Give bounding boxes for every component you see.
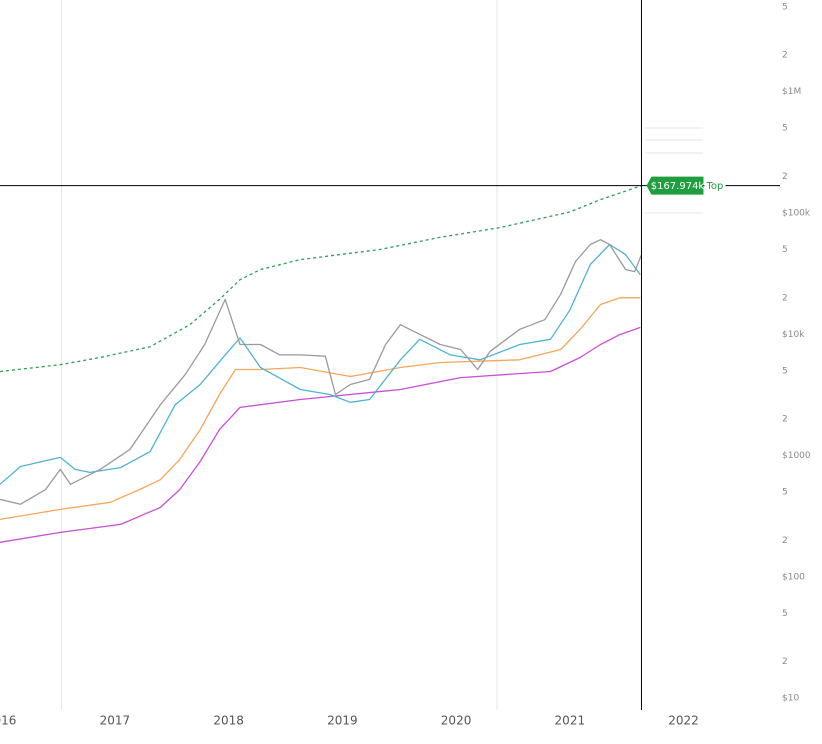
value-badge xyxy=(646,176,704,195)
x-tick-label: 2021 xyxy=(555,714,586,728)
top-label-bg xyxy=(704,178,726,193)
value-badge-label: $167.974k xyxy=(651,181,705,192)
x-tick-label: 2018 xyxy=(213,714,244,728)
y-tick-label: 5 xyxy=(782,366,788,376)
tooltip-ghost-lines xyxy=(645,127,703,214)
y-tick-label: 2 xyxy=(782,293,788,303)
y-tick-label: 5 xyxy=(782,609,788,619)
y-tick-label: 5 xyxy=(782,488,788,498)
y-tick-label: 5 xyxy=(782,124,788,134)
top-label: Top xyxy=(705,181,723,192)
y-tick-label: $10 xyxy=(782,694,799,704)
series-line xyxy=(0,239,643,505)
series-line xyxy=(0,297,641,521)
y-tick-label: $10k xyxy=(782,330,805,340)
x-tick-label: 2017 xyxy=(100,714,131,728)
y-tick-label: $100k xyxy=(782,209,811,219)
y-tick-label: $1000 xyxy=(782,451,811,461)
x-tick-label: 2019 xyxy=(327,714,358,728)
x-tick-label: 2020 xyxy=(441,714,472,728)
x-tick-label: 2016 xyxy=(0,714,16,728)
y-tick-label: 2 xyxy=(782,536,788,546)
y-tick-label: 2 xyxy=(782,51,788,61)
series-line xyxy=(0,185,642,373)
y-tick-label: 5 xyxy=(782,2,788,12)
y-tick-label: 2 xyxy=(782,172,788,182)
y-tick-label: $100 xyxy=(782,572,805,582)
series-line xyxy=(0,243,641,485)
y-tick-label: 2 xyxy=(782,415,788,425)
y-tick-label: 5 xyxy=(782,245,788,255)
y-tick-label: $1M xyxy=(782,87,801,97)
series-line xyxy=(0,326,641,543)
x-tick-label: 2022 xyxy=(668,714,699,728)
y-tick-label: 2 xyxy=(782,657,788,667)
